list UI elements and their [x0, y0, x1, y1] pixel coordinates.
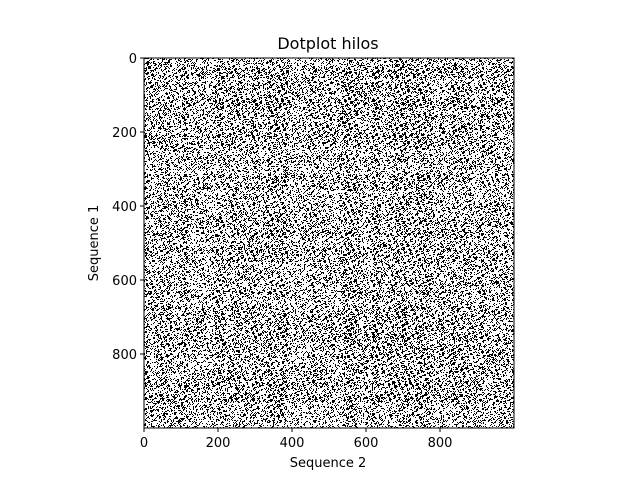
- x-axis-label: Sequence 2: [290, 456, 367, 471]
- x-tick-label: 400: [280, 436, 305, 451]
- y-axis: 0 200 400 600 800: [112, 52, 144, 363]
- x-tick-label: 600: [354, 436, 379, 451]
- x-tick-label: 200: [206, 436, 231, 451]
- y-tick-label: 0: [129, 52, 137, 67]
- x-axis: 0 200 400 600 800: [140, 428, 453, 451]
- plot-frame: [143, 57, 515, 429]
- dotplot-matrix-holder: [144, 58, 514, 428]
- x-tick-label: 800: [428, 436, 453, 451]
- dotplot-matrix: [144, 58, 514, 428]
- y-tick-label: 400: [112, 200, 137, 215]
- y-axis-label: Sequence 1: [87, 205, 102, 282]
- chart-title: Dotplot hilos: [277, 34, 378, 53]
- y-tick-label: 600: [112, 274, 137, 289]
- x-tick-label: 0: [140, 436, 148, 451]
- y-tick-label: 800: [112, 348, 137, 363]
- y-tick-label: 200: [112, 126, 137, 141]
